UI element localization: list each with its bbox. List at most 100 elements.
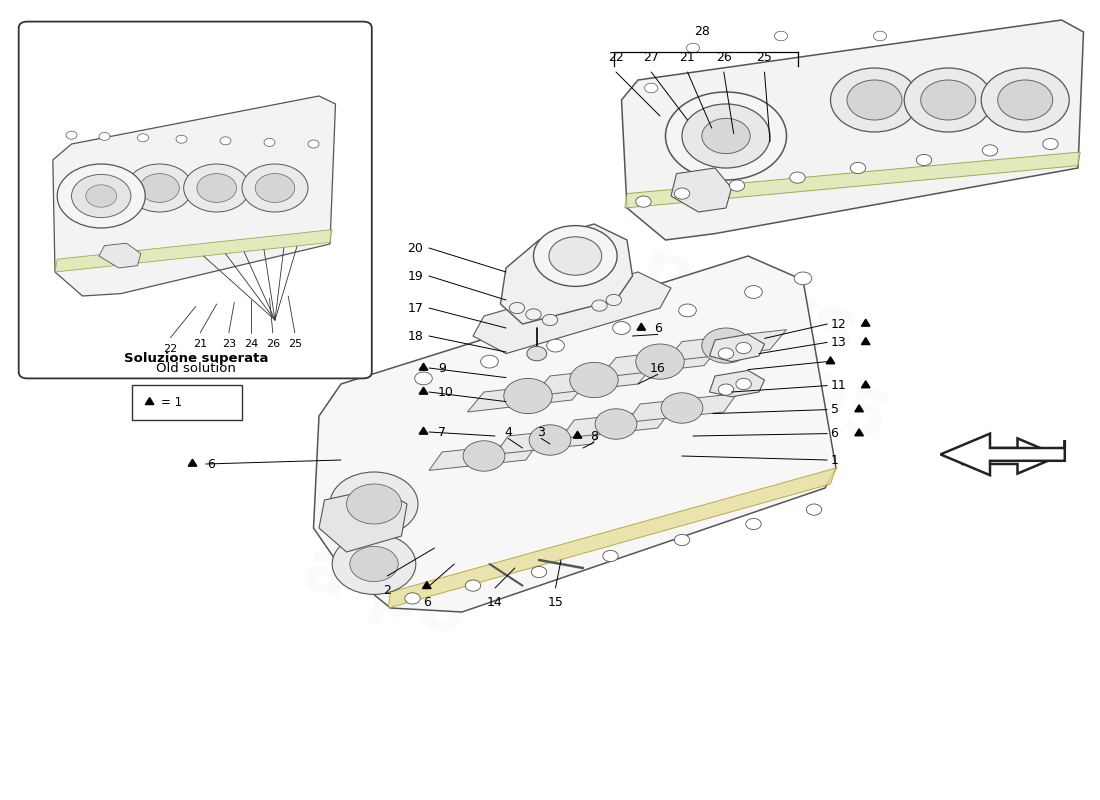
Text: 6: 6 <box>653 322 662 334</box>
Text: 6: 6 <box>207 458 215 470</box>
Circle shape <box>702 118 750 154</box>
Circle shape <box>592 300 607 311</box>
Circle shape <box>86 185 117 207</box>
Circle shape <box>463 441 505 471</box>
Text: 8: 8 <box>590 430 598 442</box>
Circle shape <box>790 172 805 183</box>
Circle shape <box>982 145 998 156</box>
Text: 16: 16 <box>650 362 666 374</box>
Circle shape <box>330 472 418 536</box>
Circle shape <box>531 566 547 578</box>
Circle shape <box>308 140 319 148</box>
Text: 1995: 1995 <box>711 345 895 455</box>
Circle shape <box>184 164 250 212</box>
Text: 25: 25 <box>757 51 772 64</box>
Polygon shape <box>500 224 632 324</box>
Circle shape <box>527 346 547 361</box>
Polygon shape <box>855 429 864 436</box>
Circle shape <box>981 68 1069 132</box>
Circle shape <box>220 137 231 145</box>
Polygon shape <box>495 426 605 454</box>
Text: 1: 1 <box>830 454 838 466</box>
Text: euto: euto <box>304 425 532 567</box>
Circle shape <box>570 362 618 398</box>
Circle shape <box>916 154 932 166</box>
Text: 23: 23 <box>222 339 235 349</box>
Circle shape <box>679 304 696 317</box>
Text: = 1: = 1 <box>161 396 182 409</box>
Circle shape <box>674 534 690 546</box>
Text: 21: 21 <box>680 51 695 64</box>
Text: 21: 21 <box>194 339 207 349</box>
Circle shape <box>745 286 762 298</box>
Circle shape <box>465 580 481 591</box>
Circle shape <box>661 393 703 423</box>
Text: parts: parts <box>629 234 867 374</box>
Text: 24: 24 <box>244 339 257 349</box>
Polygon shape <box>534 364 654 396</box>
Circle shape <box>405 593 420 604</box>
Circle shape <box>481 355 498 368</box>
Text: 3: 3 <box>537 426 546 438</box>
Polygon shape <box>671 168 732 212</box>
Circle shape <box>746 518 761 530</box>
Circle shape <box>830 68 918 132</box>
Circle shape <box>702 328 750 363</box>
Text: 15: 15 <box>548 596 563 609</box>
Polygon shape <box>637 323 646 330</box>
Circle shape <box>138 134 148 142</box>
Text: 18: 18 <box>408 330 424 342</box>
Polygon shape <box>419 387 428 394</box>
Circle shape <box>718 348 734 359</box>
Circle shape <box>140 174 179 202</box>
Text: 4: 4 <box>504 426 513 438</box>
Text: 28: 28 <box>694 26 710 38</box>
Text: a po: a po <box>295 534 475 650</box>
Text: Soluzione superata: Soluzione superata <box>123 352 268 365</box>
Polygon shape <box>99 243 141 268</box>
Circle shape <box>57 164 145 228</box>
Circle shape <box>176 135 187 143</box>
Text: 20: 20 <box>408 242 424 254</box>
Circle shape <box>794 272 812 285</box>
Circle shape <box>1043 138 1058 150</box>
Circle shape <box>606 294 621 306</box>
Polygon shape <box>55 230 332 272</box>
Text: 22: 22 <box>164 344 177 354</box>
Circle shape <box>542 314 558 326</box>
Circle shape <box>873 31 887 41</box>
Polygon shape <box>419 363 428 370</box>
FancyBboxPatch shape <box>132 385 242 420</box>
Circle shape <box>242 164 308 212</box>
Circle shape <box>850 162 866 174</box>
Circle shape <box>547 339 564 352</box>
Circle shape <box>350 546 398 582</box>
Circle shape <box>66 131 77 139</box>
Circle shape <box>729 180 745 191</box>
Circle shape <box>921 80 976 120</box>
Text: 19: 19 <box>408 270 424 282</box>
Polygon shape <box>962 438 1059 474</box>
Circle shape <box>613 322 630 334</box>
Polygon shape <box>573 431 582 438</box>
Circle shape <box>736 378 751 390</box>
Circle shape <box>509 302 525 314</box>
Text: 6: 6 <box>422 596 431 609</box>
Polygon shape <box>429 442 539 470</box>
Text: 27: 27 <box>644 51 659 64</box>
Circle shape <box>636 196 651 207</box>
Polygon shape <box>388 468 836 608</box>
Text: 10: 10 <box>438 386 453 398</box>
Circle shape <box>998 80 1053 120</box>
Text: 11: 11 <box>830 379 846 392</box>
Circle shape <box>774 31 788 41</box>
Polygon shape <box>468 380 588 412</box>
Polygon shape <box>561 410 671 438</box>
Circle shape <box>595 409 637 439</box>
Polygon shape <box>145 398 154 405</box>
Circle shape <box>504 378 552 414</box>
Polygon shape <box>188 459 197 466</box>
Circle shape <box>534 226 617 286</box>
Text: 14: 14 <box>487 596 503 609</box>
Circle shape <box>197 174 236 202</box>
